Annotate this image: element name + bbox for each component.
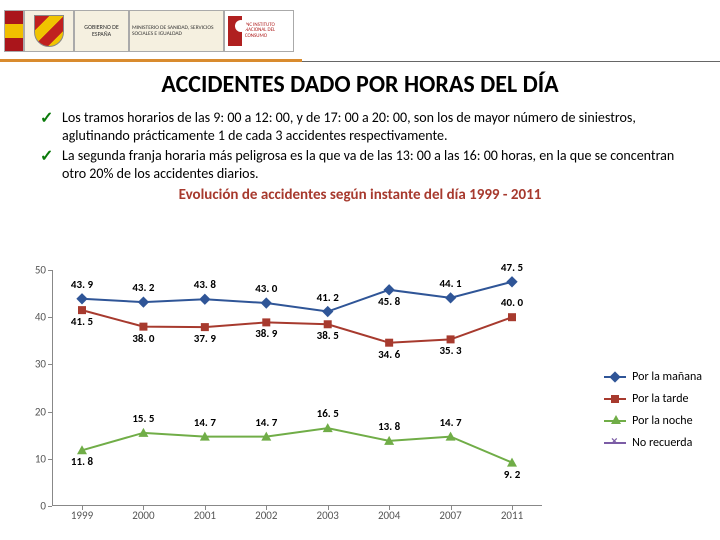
x-axis-label: 2011 — [501, 509, 523, 522]
gobierno-logo: GOBIERNO DE ESPAÑA — [74, 10, 129, 52]
inc-logo: INC INSTITUTO NACIONAL DEL CONSUMO — [224, 10, 294, 52]
data-label: 34. 6 — [378, 348, 400, 361]
data-label: 9. 2 — [504, 468, 521, 481]
y-axis-label: 30 — [18, 358, 46, 371]
x-axis-label: 2001 — [194, 509, 216, 522]
x-axis-label: 2002 — [255, 509, 277, 522]
y-axis-label: 40 — [18, 311, 46, 324]
data-label: 45. 8 — [378, 295, 400, 308]
legend-item: Por la noche — [604, 414, 702, 428]
legend-item: × No recuerda — [604, 436, 702, 450]
header-bar: GOBIERNO DE ESPAÑA MINISTERIO DE SANIDAD… — [0, 0, 720, 62]
data-label: 41. 2 — [317, 291, 339, 304]
legend-item: Por la tarde — [604, 392, 702, 406]
page-title: ACCIDENTES DADO POR HORAS DEL DÍA — [0, 70, 720, 99]
header-underline — [0, 59, 720, 62]
data-label: 13. 8 — [378, 420, 400, 433]
y-axis-label: 20 — [18, 405, 46, 418]
data-label: 43. 8 — [194, 278, 216, 291]
chart-lines — [52, 270, 542, 506]
data-label: 43. 2 — [132, 281, 154, 294]
data-label: 11. 8 — [71, 455, 93, 468]
y-axis-label: 10 — [18, 452, 46, 465]
legend-label: Por la noche — [632, 414, 692, 428]
coat-of-arms — [24, 10, 74, 52]
data-label: 16. 5 — [317, 407, 339, 420]
data-label: 38. 5 — [317, 329, 339, 342]
data-label: 38. 9 — [255, 328, 277, 341]
data-label: 35. 3 — [439, 345, 461, 358]
chart-legend: Por la mañana Por la tarde Por la noche × No… — [604, 370, 702, 458]
y-axis-label: 0 — [18, 500, 46, 513]
data-label: 14. 7 — [194, 416, 216, 429]
logos: GOBIERNO DE ESPAÑA MINISTERIO DE SANIDAD… — [4, 10, 294, 52]
data-label: 41. 5 — [71, 315, 93, 328]
spain-flag — [4, 10, 24, 52]
data-label: 15. 5 — [132, 412, 154, 425]
data-label: 43. 0 — [255, 282, 277, 295]
data-label: 38. 0 — [132, 332, 154, 345]
data-label: 47. 5 — [501, 261, 523, 274]
y-axis-label: 50 — [18, 264, 46, 277]
legend-label: Por la mañana — [632, 370, 702, 384]
legend-item: Por la mañana — [604, 370, 702, 384]
bullet-list: Los tramos horarios de las 9: 00 a 12: 0… — [40, 109, 692, 182]
data-label: 37. 9 — [194, 332, 216, 345]
bullet-item: Los tramos horarios de las 9: 00 a 12: 0… — [40, 109, 692, 144]
data-label: 43. 9 — [71, 278, 93, 291]
data-label: 40. 0 — [501, 296, 523, 309]
chart-title: Evolución de accidentes según instante d… — [0, 186, 720, 204]
x-axis-label: 2003 — [317, 509, 339, 522]
x-axis-label: 2000 — [132, 509, 154, 522]
legend-swatch — [604, 376, 626, 378]
x-axis-label: 1999 — [71, 509, 93, 522]
ministerio-logo: MINISTERIO DE SANIDAD, SERVICIOS SOCIALE… — [129, 10, 224, 52]
data-label: 14. 7 — [439, 416, 461, 429]
legend-label: Por la tarde — [632, 392, 688, 406]
x-axis-label: 2007 — [439, 509, 461, 522]
data-label: 44. 1 — [439, 277, 461, 290]
chart-area: 1999 2000 2001 2002 2003 2004 2007 2011 43. 9 43.… — [18, 270, 702, 530]
legend-swatch: × — [604, 442, 626, 444]
legend-swatch — [604, 420, 626, 422]
data-label: 14. 7 — [255, 416, 277, 429]
chart-plot: 1999200020012002200320042007201143. 943.… — [52, 270, 542, 506]
legend-label: No recuerda — [632, 436, 692, 450]
x-axis-label: 2004 — [378, 509, 400, 522]
bullet-item: La segunda franja horaria más peligrosa … — [40, 147, 692, 182]
legend-swatch — [604, 398, 626, 400]
